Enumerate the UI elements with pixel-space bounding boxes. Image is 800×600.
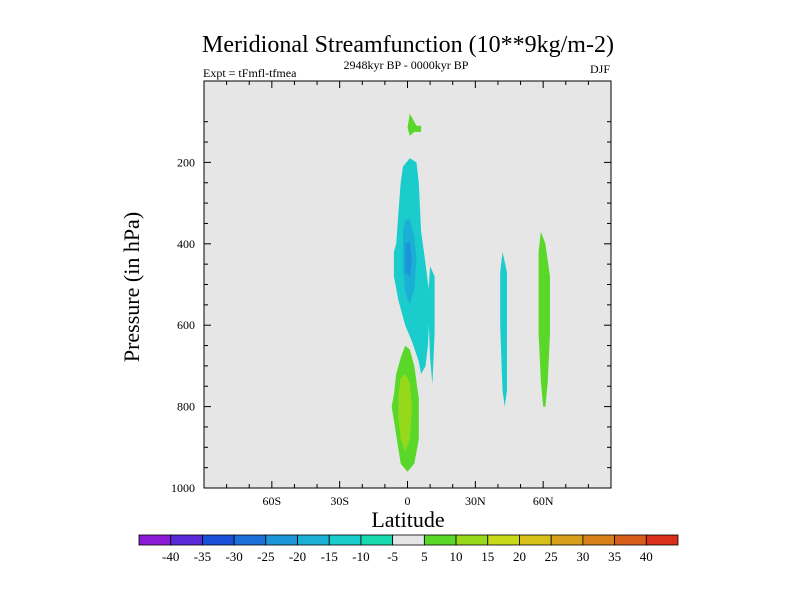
contour-regions (391, 113, 550, 472)
colorbar-swatch (138, 534, 172, 546)
x-axis-label: Latitude (371, 507, 444, 532)
colorbar-level-label: 20 (513, 549, 526, 564)
colorbar-swatch (550, 534, 584, 546)
colorbar-level-label: 5 (421, 549, 428, 564)
colorbar-swatch (519, 534, 552, 546)
season-label: DJF (590, 62, 610, 76)
colorbar-swatch (582, 534, 615, 546)
colorbar-swatch (455, 534, 489, 546)
x-tick-label: 30N (465, 494, 486, 508)
contour-region-tropical-dipping-lobe (427, 266, 435, 385)
y-tick-label: 200 (177, 155, 195, 169)
contour-region-upper-equatorial-cap (407, 113, 422, 136)
axis-tick-labels: 60S 30S 0 30N 60N 200 400 600 800 1000 (171, 155, 554, 508)
colorbar-swatch (202, 534, 235, 546)
colorbar-level-label: -25 (257, 549, 274, 564)
colorbar-level-label: -10 (352, 549, 369, 564)
colorbar-level-label: 10 (450, 549, 463, 564)
y-tick-label: 600 (177, 318, 195, 332)
colorbar: -40 -35 -30 -25 -20 -15 -10 -5 5 10 15 20 25 30 35 40 (138, 534, 679, 564)
colorbar-level-label: -35 (194, 549, 211, 564)
x-tick-label: 30S (330, 494, 349, 508)
experiment-label: Expt = tFmfl-tfmea (203, 66, 297, 80)
colorbar-swatch (170, 534, 203, 546)
colorbar-level-label: 40 (640, 549, 653, 564)
colorbar-swatch (487, 534, 520, 546)
chart-title: Meridional Streamfunction (10**9kg/m-2) (202, 32, 614, 58)
contour-region-northern-midlatitude-strip (500, 251, 507, 407)
colorbar-level-label: 25 (545, 549, 558, 564)
colorbar-level-label: -30 (225, 549, 242, 564)
colorbar-swatch (645, 534, 679, 546)
colorbar-swatch (265, 534, 298, 546)
y-tick-label: 800 (177, 400, 195, 414)
colorbar-swatch (233, 534, 267, 546)
x-tick-label: 0 (405, 494, 411, 508)
colorbar-swatch (423, 534, 457, 546)
contour-region-upper-equatorial-cell-min (405, 241, 412, 277)
y-tick-label: 1000 (171, 481, 195, 495)
axis-ticks (204, 81, 611, 488)
colorbar-level-label: 35 (608, 549, 621, 564)
colorbar-level-label: -40 (162, 549, 179, 564)
colorbar-swatch (297, 534, 330, 546)
x-tick-label: 60S (262, 494, 281, 508)
colorbar-level-label: -15 (321, 549, 338, 564)
colorbar-swatch (614, 534, 647, 546)
x-tick-label: 60N (533, 494, 554, 508)
colorbar-level-label: -20 (289, 549, 306, 564)
colorbar-swatch (392, 534, 425, 546)
y-tick-label: 400 (177, 237, 195, 251)
colorbar-level-label: 15 (481, 549, 494, 564)
time-range-label: 2948kyr BP - 0000kyr BP (344, 58, 469, 72)
colorbar-level-label: -5 (387, 549, 398, 564)
colorbar-swatch (360, 534, 394, 546)
colorbar-level-label: 30 (576, 549, 589, 564)
y-axis-label: Pressure (in hPa) (119, 212, 144, 362)
colorbar-swatch (328, 534, 362, 546)
contour-region-northern-highlatitude-strip (538, 231, 550, 407)
contour-region-lower-equatorial-cell-core (398, 374, 412, 452)
